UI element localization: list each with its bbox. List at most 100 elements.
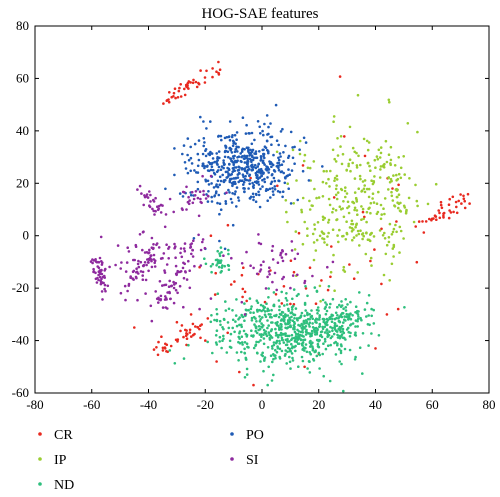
data-point <box>383 231 386 235</box>
data-point <box>222 254 225 257</box>
data-point <box>298 152 302 156</box>
data-point <box>274 354 277 357</box>
data-point <box>319 333 323 337</box>
data-point <box>178 86 181 90</box>
data-point <box>221 264 224 267</box>
data-point <box>316 327 319 331</box>
data-point <box>459 193 462 196</box>
data-point <box>254 152 258 156</box>
data-point <box>382 273 386 277</box>
data-point <box>250 305 253 308</box>
data-point <box>345 220 348 223</box>
data-point <box>272 353 275 356</box>
data-point <box>266 275 269 279</box>
data-point <box>288 349 292 353</box>
data-point <box>279 130 283 133</box>
data-point <box>279 319 283 322</box>
data-point <box>257 190 260 194</box>
data-point <box>261 178 264 182</box>
data-point <box>282 151 285 154</box>
data-point <box>151 207 154 211</box>
data-point <box>385 243 389 247</box>
data-point <box>314 302 318 306</box>
data-point <box>216 179 220 183</box>
data-point <box>265 302 268 306</box>
data-point <box>251 192 255 196</box>
data-point <box>214 258 218 262</box>
data-point <box>373 175 376 178</box>
data-point <box>158 280 162 283</box>
data-point <box>201 152 205 156</box>
data-point <box>197 158 201 162</box>
data-point <box>221 173 224 177</box>
data-point <box>307 179 311 182</box>
data-point <box>339 187 343 191</box>
data-point <box>149 254 152 257</box>
data-point <box>321 298 325 302</box>
data-point <box>314 249 318 252</box>
data-point <box>240 341 244 344</box>
data-point <box>180 324 184 327</box>
data-point <box>146 196 150 199</box>
data-point <box>288 325 292 329</box>
data-point <box>375 202 379 205</box>
data-point <box>246 165 250 169</box>
data-point <box>306 234 309 237</box>
data-point <box>223 155 227 159</box>
data-point <box>229 157 233 160</box>
data-point <box>247 308 250 312</box>
data-point <box>173 283 176 286</box>
data-point <box>285 362 289 365</box>
data-point <box>261 351 265 355</box>
data-point <box>291 297 294 301</box>
data-point <box>368 164 371 168</box>
data-point <box>266 346 270 349</box>
data-point <box>211 351 214 355</box>
y-tick-label: 40 <box>16 123 29 138</box>
data-point <box>211 67 214 70</box>
data-point <box>228 180 232 184</box>
data-point <box>240 313 243 317</box>
data-point <box>424 220 428 223</box>
data-point <box>243 290 247 294</box>
data-point <box>318 322 322 326</box>
data-point <box>274 356 277 360</box>
data-point <box>251 181 254 185</box>
data-point <box>354 225 357 229</box>
data-point <box>310 332 314 335</box>
data-point <box>380 213 384 216</box>
data-point <box>275 139 279 142</box>
data-point <box>291 356 294 360</box>
data-point <box>242 329 246 333</box>
data-point <box>190 190 194 194</box>
data-point <box>164 342 167 346</box>
data-point <box>306 166 310 170</box>
data-point <box>145 193 149 196</box>
data-point <box>142 230 145 233</box>
data-point <box>237 359 240 362</box>
data-point <box>217 60 220 64</box>
data-point <box>216 185 220 189</box>
data-point <box>345 169 349 172</box>
data-point <box>280 325 283 329</box>
data-point <box>280 170 284 173</box>
data-point <box>215 183 218 186</box>
data-point <box>182 305 185 309</box>
data-point <box>275 341 278 345</box>
data-point <box>174 264 178 268</box>
data-point <box>139 270 143 273</box>
data-point <box>263 357 266 361</box>
data-point <box>281 311 285 314</box>
data-point <box>216 159 219 162</box>
data-point <box>238 330 242 333</box>
data-point <box>249 311 252 314</box>
data-point <box>463 206 467 210</box>
data-point <box>100 277 103 281</box>
data-point <box>303 365 306 369</box>
data-point <box>398 209 402 212</box>
data-point <box>224 300 227 303</box>
data-point <box>351 238 354 242</box>
data-point <box>164 283 168 287</box>
y-tick-label: 20 <box>16 175 29 190</box>
data-point <box>179 247 183 250</box>
